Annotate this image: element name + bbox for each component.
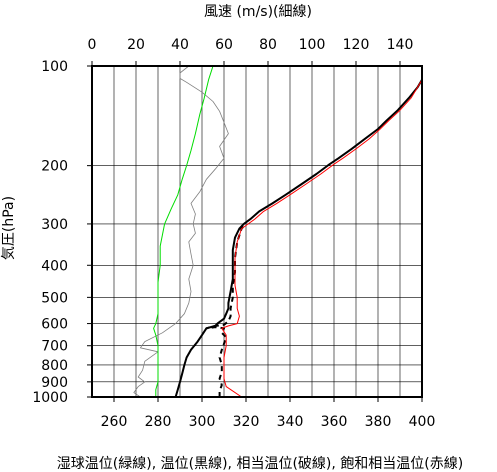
x-tick-label: 300	[189, 414, 216, 430]
y-tick-label: 600	[41, 317, 68, 333]
x-tick-label: 380	[365, 414, 392, 430]
x-tick-label: 320	[233, 414, 260, 430]
x-tick-label: 260	[101, 414, 128, 430]
x2-tick-label: 120	[343, 37, 370, 53]
y-tick-label: 100	[41, 59, 68, 75]
grid	[92, 66, 422, 397]
y-tick-label: 900	[41, 375, 68, 391]
series-line-2	[153, 65, 214, 397]
x2-tick-label: 60	[215, 37, 233, 53]
x2-tick-label: 40	[171, 37, 189, 53]
series-layer	[133, 65, 423, 398]
x2-tick-label: 100	[299, 37, 326, 53]
series-line-4	[205, 223, 247, 397]
series-line-1	[133, 65, 229, 398]
x-tick-label: 340	[277, 414, 304, 430]
y-tick-label: 500	[41, 290, 68, 306]
x2-tick-label: 80	[259, 37, 277, 53]
y-tick-label: 1000	[32, 390, 68, 406]
tick-labels: 260 280 300 320 340 360 380 400 0 20 40 60 80 100 120 1…	[32, 37, 435, 430]
y-axis-title: 気圧(hPa)	[1, 196, 17, 260]
plot-frame	[91, 65, 423, 398]
x2-tick-label: 0	[88, 37, 97, 53]
x-axis-title: 湿球温位(緑線), 温位(黒線), 相当温位(破線), 飽和相当温位(赤線)	[57, 455, 463, 472]
series-line-5	[221, 79, 423, 398]
y-tick-label: 800	[41, 358, 68, 374]
x2-axis-title: 風速 (m/s)(細線)	[204, 4, 312, 20]
x2-tick-label: 20	[127, 37, 145, 53]
x-tick-label: 280	[145, 414, 172, 430]
x-tick-label: 360	[321, 414, 348, 430]
y-tick-label: 700	[41, 339, 68, 355]
x2-tick-label: 140	[387, 37, 414, 53]
y-tick-label: 300	[41, 217, 68, 233]
series-line-3	[174, 79, 423, 398]
y-tick-label: 400	[41, 258, 68, 274]
x-tick-label: 400	[409, 414, 436, 430]
y-tick-label: 200	[41, 159, 68, 175]
